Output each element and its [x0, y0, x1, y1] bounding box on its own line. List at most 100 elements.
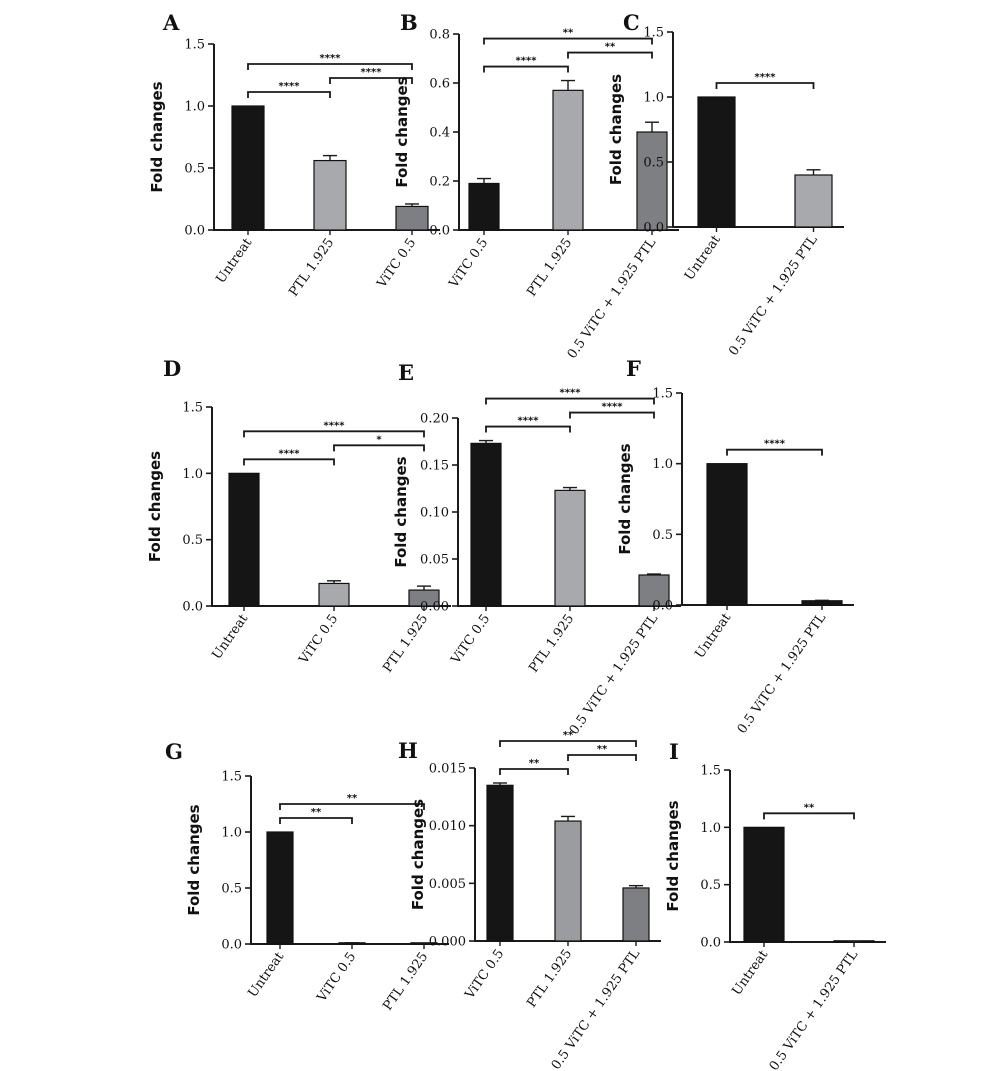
- panel-d-y-axis-label: Fold changes: [146, 451, 164, 562]
- panel-g-y-tick-label: 1.5: [221, 770, 242, 785]
- panel-f-y-tick-label: 0.0: [652, 599, 673, 614]
- panel-e-category-label: 0.5 ViTC + 1.925 PTL: [567, 611, 662, 737]
- panel-h-significance-label: **: [597, 744, 608, 755]
- panel-h-significance-label: **: [529, 758, 540, 769]
- panel-h-category-label: ViTC 0.5: [462, 947, 507, 1003]
- panel-a-letter: A: [162, 10, 180, 35]
- panel-d-y-tick-label: 1.0: [182, 467, 203, 482]
- panel-c-bar: [697, 96, 736, 228]
- panel-e-significance-bracket: [485, 397, 655, 405]
- panel-a-significance-bracket: [329, 77, 413, 84]
- panel-g-letter: G: [165, 739, 183, 764]
- panel-h-category-label: PTL 1.925: [524, 947, 575, 1011]
- panel-b-y-axis-label: Fold changes: [393, 76, 411, 187]
- panel-e-category-label: PTL 1.925: [526, 612, 577, 676]
- panel-g-y-tick-label: 1.0: [221, 826, 242, 841]
- panel-b-y-tick-label: 0.2: [429, 175, 450, 190]
- panel-c-significance-label: ****: [755, 72, 777, 83]
- panel-h-y-axis-label: Fold changes: [409, 799, 427, 910]
- panel-a-bar: [313, 159, 347, 231]
- panel-c-letter: C: [623, 10, 640, 35]
- panel-e-significance-bracket: [569, 411, 655, 419]
- panel-b-category-label: 0.5 ViTC + 1.925 PTL: [565, 235, 660, 361]
- panel-d-significance-label: ****: [324, 420, 346, 431]
- panel-b-significance-label: **: [563, 28, 574, 39]
- panel-e-y-axis-label: Fold changes: [392, 456, 410, 567]
- panel-a-category-label: ViTC 0.5: [374, 236, 419, 292]
- panel-c-significance-bracket: [715, 82, 815, 89]
- panel-d-bar: [318, 582, 350, 607]
- panel-f-significance-label: ****: [764, 439, 786, 450]
- panel-e-y-tick-label: 0.20: [420, 412, 449, 427]
- panel-a-y-tick-label: 1.0: [184, 100, 205, 115]
- panel-d-category-label: PTL 1.925: [380, 612, 431, 676]
- panel-e-bar: [470, 442, 502, 607]
- panel-e-y-tick-label: 0.15: [420, 459, 449, 474]
- panel-b-significance-bracket: [483, 37, 653, 45]
- panel-b-significance-label: **: [605, 42, 616, 53]
- panel-b-significance-label: ****: [516, 56, 538, 67]
- panel-b-category-label: ViTC 0.5: [446, 236, 491, 292]
- panel-c-category-label: 0.5 ViTC + 1.925 PTL: [726, 232, 821, 358]
- panel-h: H Fold changes 0.000 0.005 0.010 0.015 ViTC 0.…: [398, 730, 661, 1071]
- panel-h-letter: H: [398, 738, 418, 763]
- panel-d-category-label: Untreat: [209, 611, 251, 662]
- panel-g-bar: [266, 831, 294, 945]
- panel-i-category-label: Untreat: [729, 947, 771, 998]
- panel-g-significance-bracket: [279, 803, 425, 810]
- panel-c-y-tick-label: 1.5: [643, 26, 664, 41]
- panel-i-significance-label: **: [804, 802, 815, 813]
- panel-e-category-label: ViTC 0.5: [448, 612, 493, 668]
- panel-b-y-tick-label: 0.4: [429, 126, 450, 141]
- panel-d-significance-bracket: [243, 430, 425, 438]
- panel-e-bar: [554, 489, 586, 607]
- panel-i-letter: I: [669, 739, 679, 764]
- panel-d-significance-bracket: [333, 444, 425, 452]
- panel-h-y-tick-label: 0.000: [429, 935, 466, 950]
- panel-a-significance-bracket: [247, 91, 331, 98]
- panel-f-y-tick-label: 1.5: [652, 387, 673, 402]
- panel-a-category-label: PTL 1.925: [286, 236, 337, 300]
- panel-i-bar: [743, 826, 785, 943]
- panel-e-y-tick-label: 0.10: [420, 506, 449, 521]
- panel-g-y-tick-label: 0.5: [221, 882, 242, 897]
- panel-e-significance-bracket: [485, 425, 571, 433]
- panel-e-significance-label: ****: [518, 416, 540, 427]
- panel-d-letter: D: [163, 356, 181, 381]
- panel-a-category-label: Untreat: [213, 235, 255, 286]
- panel-g-significance-label: **: [311, 807, 322, 818]
- panel-f-category-label: Untreat: [692, 610, 734, 661]
- panel-e-y-tick-label: 0.05: [420, 553, 449, 568]
- panel-i-y-axis-label: Fold changes: [664, 800, 682, 911]
- panel-d-category-label: ViTC 0.5: [296, 612, 341, 668]
- panel-d-bar: [228, 472, 260, 607]
- panel-c-y-tick-label: 0.0: [643, 221, 664, 236]
- panel-h-significance-bracket: [499, 740, 637, 747]
- panel-d-y-tick-label: 0.0: [182, 600, 203, 615]
- panel-g-y-tick-label: 0.0: [221, 938, 242, 953]
- panel-b-y-tick-label: 0.6: [429, 77, 450, 92]
- panel-g-significance-label: **: [347, 793, 358, 804]
- panel-a-y-tick-label: 0.0: [184, 224, 205, 239]
- panel-b-bar: [552, 89, 584, 231]
- panel-a-y-axis-label: Fold changes: [148, 81, 166, 192]
- panel-b: B Fold changes 0.0 0.2 0.4 0.6 0.8 ViTC 0.5 PTL …: [393, 10, 679, 362]
- panel-c-y-axis-label: Fold changes: [607, 74, 625, 185]
- panel-a-bar: [231, 105, 265, 231]
- panel-d-significance-label: *: [376, 434, 382, 445]
- panel-i-y-tick-label: 1.0: [700, 821, 721, 836]
- panel-a-significance-label: ****: [361, 67, 383, 78]
- panel-a-y-tick-label: 0.5: [184, 162, 205, 177]
- panel-i-y-tick-label: 1.5: [700, 764, 721, 779]
- panel-h-bar: [622, 887, 650, 942]
- panel-a-significance-label: ****: [279, 81, 301, 92]
- panel-a-bar: [395, 205, 429, 231]
- panel-b-y-tick-label: 0.8: [429, 28, 450, 43]
- panel-f-bar: [801, 600, 843, 606]
- panel-a-significance-bracket: [247, 63, 413, 70]
- panel-h-y-tick-label: 0.005: [429, 877, 466, 892]
- panel-i-category-label: 0.5 ViTC + 1.925 PTL: [767, 947, 862, 1071]
- panel-g-category-label: Untreat: [245, 949, 287, 1000]
- panel-g: G Fold changes 0.0 0.5 1.0 1.5 Untreat ViTC 0.5…: [165, 739, 449, 1014]
